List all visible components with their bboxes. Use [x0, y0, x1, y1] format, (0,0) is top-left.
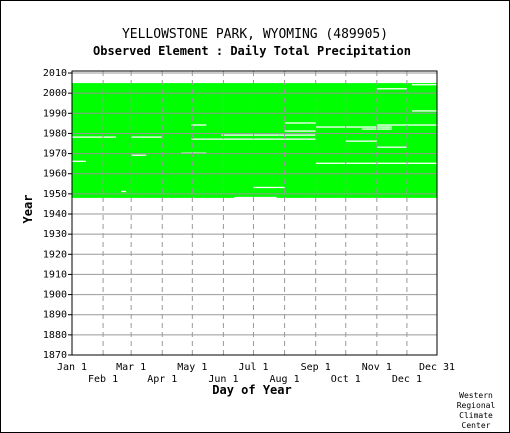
y-tick-label: 1990: [43, 108, 67, 119]
y-tick-label: 1880: [43, 330, 67, 341]
missing-data-gap: [234, 196, 277, 199]
y-tick-label: 1870: [43, 350, 67, 361]
y-tick-label: 2000: [43, 88, 67, 99]
missing-data-gap: [411, 84, 437, 86]
missing-data-gap: [131, 136, 163, 138]
x-tick-label: Aug 1: [270, 374, 300, 385]
x-tick-label: Nov 1: [362, 362, 392, 373]
missing-data-gap: [376, 146, 407, 148]
data-coverage-layer: [72, 83, 437, 199]
y-tick-label: 1890: [43, 310, 67, 321]
y-tick-label: 1960: [43, 169, 67, 180]
credit-line-4: Center: [462, 421, 491, 430]
credit-block: Western Regional Climate Center: [457, 391, 496, 430]
missing-data-gap: [411, 110, 437, 112]
missing-data-gap: [253, 186, 285, 189]
missing-data-gap: [191, 124, 207, 126]
x-tick-label: Mar 1: [116, 362, 146, 373]
x-tick-label: Jan 1: [57, 362, 87, 373]
y-tick-label: 1920: [43, 249, 67, 260]
x-tick-label: Apr 1: [147, 374, 177, 385]
missing-data-gap: [284, 122, 316, 124]
y-tick-label: 1970: [43, 149, 67, 160]
y-tick-label: 1910: [43, 269, 67, 280]
y-tick-label: 1900: [43, 290, 67, 301]
x-tick-label: Dec 31: [419, 362, 455, 373]
y-axis-ticks: 1870 1880 1890 1900 1910 1920 1930 1940 1950 1960…: [43, 68, 72, 361]
missing-data-gap: [315, 162, 437, 164]
x-axis-label: Day of Year: [212, 383, 291, 397]
missing-data-gap: [191, 138, 316, 140]
x-tick-label: Sep 1: [301, 362, 331, 373]
missing-data-gap: [72, 160, 87, 162]
chart-subtitle: Observed Element : Daily Total Precipita…: [93, 44, 411, 58]
missing-data-gap: [315, 126, 362, 128]
x-tick-label: Dec 1: [392, 374, 422, 385]
credit-line-3: Climate: [459, 411, 493, 420]
y-tick-label: 2010: [43, 68, 67, 79]
x-tick-label: Oct 1: [331, 374, 361, 385]
credit-line-1: Western: [459, 391, 493, 400]
missing-data-gap: [72, 136, 117, 138]
missing-data-gap: [131, 154, 147, 156]
x-tick-label: Jun 1: [208, 374, 238, 385]
x-axis-ticks: Jan 1 Mar 1 May 1 Jul 1 Sep 1 Nov 1 Dec 31 Feb …: [57, 362, 455, 385]
grid-lines: [71, 71, 438, 356]
y-tick-label: 1930: [43, 229, 67, 240]
plot-area-border: [71, 70, 438, 356]
missing-data-gap: [121, 190, 127, 193]
missing-data-gap: [284, 130, 316, 132]
y-tick-label: 1980: [43, 128, 67, 139]
coverage-block: [72, 83, 437, 198]
x-tick-label: Jul 1: [238, 362, 268, 373]
chart-title: YELLOWSTONE PARK, WYOMING (489905): [122, 27, 388, 42]
credit-line-2: Regional: [457, 401, 496, 410]
y-axis-label: Year: [21, 195, 35, 224]
x-tick-label: Feb 1: [88, 374, 118, 385]
y-tick-label: 1950: [43, 189, 67, 200]
missing-data-gap: [221, 134, 316, 136]
missing-data-gap: [345, 140, 377, 142]
y-tick-label: 1940: [43, 209, 67, 220]
x-tick-label: May 1: [177, 362, 207, 373]
missing-data-gap: [376, 88, 407, 90]
